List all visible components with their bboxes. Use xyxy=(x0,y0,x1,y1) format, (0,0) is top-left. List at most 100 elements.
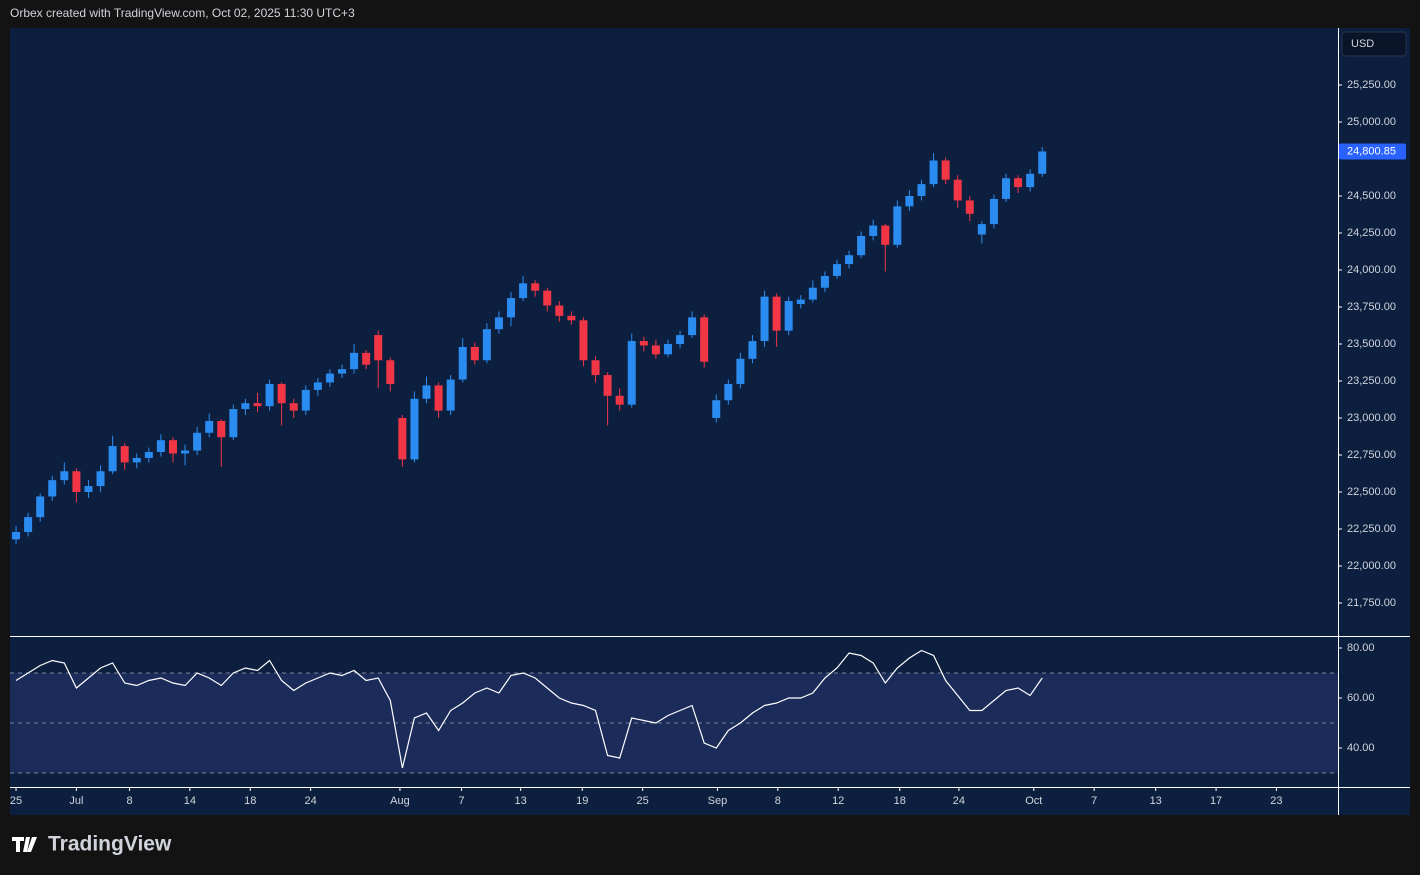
y-tick-label: 24,500.00 xyxy=(1347,190,1396,202)
candle-body xyxy=(1026,173,1035,188)
candle-body xyxy=(398,417,407,460)
y-tick-label: 23,250.00 xyxy=(1347,375,1396,387)
candle-body xyxy=(543,290,552,306)
candle-body xyxy=(507,298,516,318)
candle-body xyxy=(458,346,467,380)
candle-body xyxy=(881,225,890,245)
candle-body xyxy=(241,403,250,410)
candle-body xyxy=(712,400,721,418)
candle-body xyxy=(470,346,479,361)
x-tick-label: 8 xyxy=(126,795,132,807)
x-tick-label: 7 xyxy=(458,795,464,807)
candle-body xyxy=(651,345,660,355)
candle-body xyxy=(700,317,709,362)
candle-body xyxy=(688,317,697,336)
candle-body xyxy=(579,320,588,361)
currency-label: USD xyxy=(1351,38,1374,50)
x-tick-label: 12 xyxy=(832,795,844,807)
candle-body xyxy=(313,382,322,390)
y-tick-label: 40.00 xyxy=(1347,742,1375,754)
candle-body xyxy=(567,315,576,321)
candle-body xyxy=(168,440,177,454)
y-tick-label: 21,750.00 xyxy=(1347,597,1396,609)
candle-body xyxy=(639,341,648,346)
logo: TradingView xyxy=(12,833,172,856)
candle-body xyxy=(48,480,57,497)
time-axis xyxy=(10,788,1338,815)
x-tick-label: 18 xyxy=(244,795,256,807)
candle-body xyxy=(120,446,129,463)
candle-body xyxy=(253,403,262,407)
candle-body xyxy=(193,432,202,451)
candle-body xyxy=(434,385,443,411)
candle-body xyxy=(1002,178,1010,199)
candle-body xyxy=(277,383,286,404)
x-tick-label: Oct xyxy=(1025,795,1042,807)
candle-body xyxy=(603,375,612,396)
candle-body xyxy=(929,160,938,185)
candle-body xyxy=(144,452,153,458)
y-tick-label: 23,500.00 xyxy=(1347,338,1396,350)
candle-body xyxy=(941,160,950,180)
candle-body xyxy=(917,184,926,196)
candle-body xyxy=(108,446,117,472)
rsi-pane xyxy=(10,637,1338,787)
candle-body xyxy=(72,471,81,492)
x-tick-label: 14 xyxy=(184,795,196,807)
y-tick-label: 25,000.00 xyxy=(1347,116,1396,128)
candle-body xyxy=(663,343,672,355)
candle-body xyxy=(229,409,238,438)
x-tick-label: 25 xyxy=(636,795,648,807)
candle-body xyxy=(494,317,503,330)
candle-body xyxy=(832,264,841,276)
y-tick-label: 24,250.00 xyxy=(1347,227,1396,239)
candle-body xyxy=(736,358,745,384)
candle-body xyxy=(1014,178,1023,188)
x-tick-label: Sep xyxy=(708,795,728,807)
x-tick-label: 7 xyxy=(1091,795,1097,807)
y-tick-label: 60.00 xyxy=(1347,692,1375,704)
candle-body xyxy=(989,198,998,225)
candle-body xyxy=(12,531,21,540)
currency-button[interactable] xyxy=(1341,31,1407,57)
candle-body xyxy=(205,420,214,433)
price-pane xyxy=(10,28,1338,636)
x-tick-label: 8 xyxy=(775,795,781,807)
y-tick-label: 25,250.00 xyxy=(1347,79,1396,91)
candle-body xyxy=(905,195,914,207)
candle-body xyxy=(338,369,346,374)
header: Orbex created with TradingView.com, Oct … xyxy=(10,6,355,20)
y-tick-label: 22,750.00 xyxy=(1347,449,1396,461)
x-tick-label: 24 xyxy=(304,795,316,807)
x-tick-label: Aug xyxy=(390,795,410,807)
candle-body xyxy=(519,283,528,299)
logo-icon xyxy=(12,837,37,852)
candle-body xyxy=(374,335,383,361)
candle-body xyxy=(796,299,805,305)
candle-body xyxy=(627,341,636,405)
x-tick-label: Jul xyxy=(69,795,83,807)
x-tick-label: 18 xyxy=(894,795,906,807)
candle-body xyxy=(893,206,902,245)
candle-body xyxy=(24,517,33,532)
candle-body xyxy=(1038,151,1047,174)
candle-body xyxy=(325,373,334,383)
x-tick-label: 24 xyxy=(953,795,965,807)
y-tick-label: 23,000.00 xyxy=(1347,412,1396,424)
x-tick-label: 19 xyxy=(576,795,588,807)
x-tick-label: 13 xyxy=(515,795,527,807)
candle-body xyxy=(446,379,455,411)
candle-body xyxy=(410,398,419,460)
x-tick-label: 25 xyxy=(10,795,22,807)
candle-body xyxy=(845,255,854,265)
candle-body xyxy=(760,296,769,342)
x-tick-label: 23 xyxy=(1270,795,1282,807)
y-tick-label: 23,750.00 xyxy=(1347,301,1396,313)
candle-body xyxy=(857,235,866,256)
y-tick-label: 22,000.00 xyxy=(1347,560,1396,572)
logo-text: TradingView xyxy=(48,833,172,856)
candle-body xyxy=(965,200,974,214)
candle-body xyxy=(265,383,274,407)
x-tick-label: 13 xyxy=(1150,795,1162,807)
